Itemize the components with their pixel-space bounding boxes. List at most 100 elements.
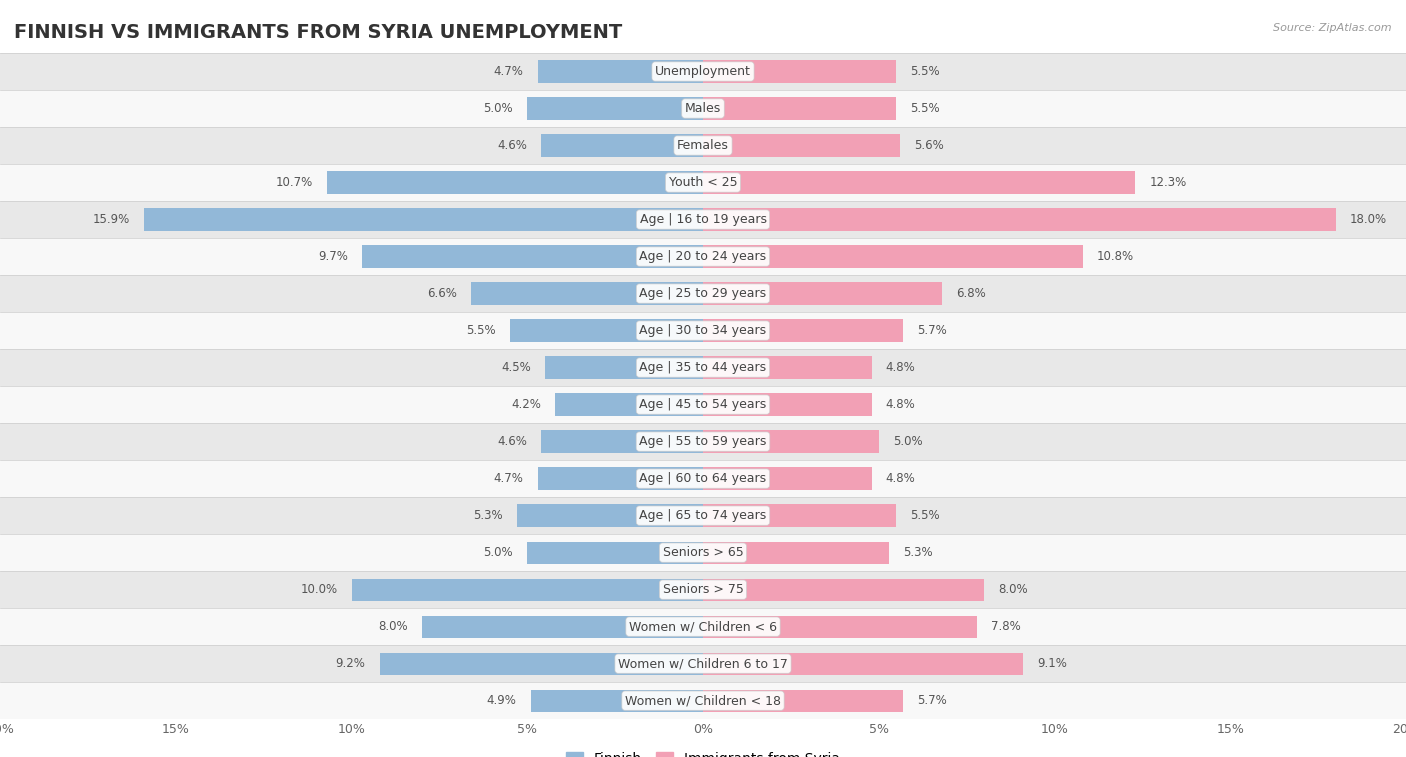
Text: 9.2%: 9.2%	[336, 657, 366, 670]
Text: Age | 60 to 64 years: Age | 60 to 64 years	[640, 472, 766, 485]
Text: Age | 35 to 44 years: Age | 35 to 44 years	[640, 361, 766, 374]
Bar	[703, 171, 1136, 194]
Text: 5.5%: 5.5%	[911, 65, 941, 78]
Text: Age | 55 to 59 years: Age | 55 to 59 years	[640, 435, 766, 448]
Text: Youth < 25: Youth < 25	[669, 176, 737, 189]
Text: Women w/ Children < 6: Women w/ Children < 6	[628, 620, 778, 633]
Text: 5.5%: 5.5%	[465, 324, 496, 337]
Bar	[0, 164, 1406, 201]
Bar	[0, 571, 1406, 608]
Bar	[703, 578, 984, 601]
Text: 5.3%: 5.3%	[472, 509, 503, 522]
Bar	[328, 171, 703, 194]
Legend: Finnish, Immigrants from Syria: Finnish, Immigrants from Syria	[561, 746, 845, 757]
Text: Age | 30 to 34 years: Age | 30 to 34 years	[640, 324, 766, 337]
Bar	[0, 682, 1406, 719]
Text: 5.3%: 5.3%	[904, 546, 934, 559]
Text: 4.5%: 4.5%	[501, 361, 531, 374]
Bar	[703, 61, 897, 83]
Text: 4.8%: 4.8%	[886, 398, 915, 411]
Text: Women w/ Children < 18: Women w/ Children < 18	[626, 694, 780, 707]
Text: 9.1%: 9.1%	[1038, 657, 1067, 670]
Text: Age | 65 to 74 years: Age | 65 to 74 years	[640, 509, 766, 522]
Bar	[703, 245, 1083, 268]
Bar	[0, 497, 1406, 534]
Text: 5.0%: 5.0%	[893, 435, 922, 448]
Text: 5.5%: 5.5%	[911, 102, 941, 115]
Text: 10.7%: 10.7%	[276, 176, 314, 189]
Text: 7.8%: 7.8%	[991, 620, 1021, 633]
Text: 5.0%: 5.0%	[484, 546, 513, 559]
Bar	[703, 208, 1336, 231]
Text: 4.6%: 4.6%	[498, 435, 527, 448]
Bar	[0, 608, 1406, 645]
Bar	[471, 282, 703, 304]
Text: Males: Males	[685, 102, 721, 115]
Text: 8.0%: 8.0%	[378, 620, 408, 633]
Bar	[0, 386, 1406, 423]
Bar	[0, 460, 1406, 497]
Bar	[0, 201, 1406, 238]
Bar	[510, 319, 703, 341]
Bar	[703, 357, 872, 378]
Bar	[703, 504, 897, 527]
Bar	[363, 245, 703, 268]
Text: 9.7%: 9.7%	[318, 250, 349, 263]
Text: 10.0%: 10.0%	[301, 583, 337, 596]
Bar	[0, 645, 1406, 682]
Text: 4.9%: 4.9%	[486, 694, 517, 707]
Text: 4.8%: 4.8%	[886, 472, 915, 485]
Text: 12.3%: 12.3%	[1150, 176, 1187, 189]
Bar	[0, 53, 1406, 90]
Bar	[541, 135, 703, 157]
Text: 6.6%: 6.6%	[427, 287, 457, 300]
Text: FINNISH VS IMMIGRANTS FROM SYRIA UNEMPLOYMENT: FINNISH VS IMMIGRANTS FROM SYRIA UNEMPLO…	[14, 23, 623, 42]
Text: 4.8%: 4.8%	[886, 361, 915, 374]
Bar	[422, 615, 703, 637]
Bar	[546, 357, 703, 378]
Text: Source: ZipAtlas.com: Source: ZipAtlas.com	[1274, 23, 1392, 33]
Bar	[555, 394, 703, 416]
Text: Seniors > 75: Seniors > 75	[662, 583, 744, 596]
Bar	[0, 275, 1406, 312]
Text: 5.7%: 5.7%	[917, 694, 948, 707]
Bar	[0, 349, 1406, 386]
Bar	[703, 98, 897, 120]
Text: 4.7%: 4.7%	[494, 472, 524, 485]
Text: Age | 25 to 29 years: Age | 25 to 29 years	[640, 287, 766, 300]
Bar	[537, 61, 703, 83]
Text: 5.7%: 5.7%	[917, 324, 948, 337]
Bar	[527, 541, 703, 564]
Text: 6.8%: 6.8%	[956, 287, 986, 300]
Text: 18.0%: 18.0%	[1350, 213, 1386, 226]
Text: Women w/ Children 6 to 17: Women w/ Children 6 to 17	[619, 657, 787, 670]
Text: 5.0%: 5.0%	[484, 102, 513, 115]
Bar	[380, 653, 703, 674]
Bar	[703, 541, 889, 564]
Bar	[352, 578, 703, 601]
Bar	[531, 690, 703, 712]
Bar	[0, 312, 1406, 349]
Text: 15.9%: 15.9%	[93, 213, 129, 226]
Bar	[703, 615, 977, 637]
Bar	[541, 431, 703, 453]
Bar	[145, 208, 703, 231]
Text: 5.5%: 5.5%	[911, 509, 941, 522]
Bar	[517, 504, 703, 527]
Bar	[703, 468, 872, 490]
Bar	[703, 431, 879, 453]
Text: 4.2%: 4.2%	[512, 398, 541, 411]
Bar	[0, 90, 1406, 127]
Text: 8.0%: 8.0%	[998, 583, 1028, 596]
Bar	[0, 238, 1406, 275]
Bar	[0, 423, 1406, 460]
Bar	[0, 534, 1406, 571]
Text: Age | 45 to 54 years: Age | 45 to 54 years	[640, 398, 766, 411]
Text: 4.6%: 4.6%	[498, 139, 527, 152]
Text: 5.6%: 5.6%	[914, 139, 943, 152]
Text: Seniors > 65: Seniors > 65	[662, 546, 744, 559]
Bar	[537, 468, 703, 490]
Text: Females: Females	[678, 139, 728, 152]
Text: 4.7%: 4.7%	[494, 65, 524, 78]
Bar	[703, 690, 904, 712]
